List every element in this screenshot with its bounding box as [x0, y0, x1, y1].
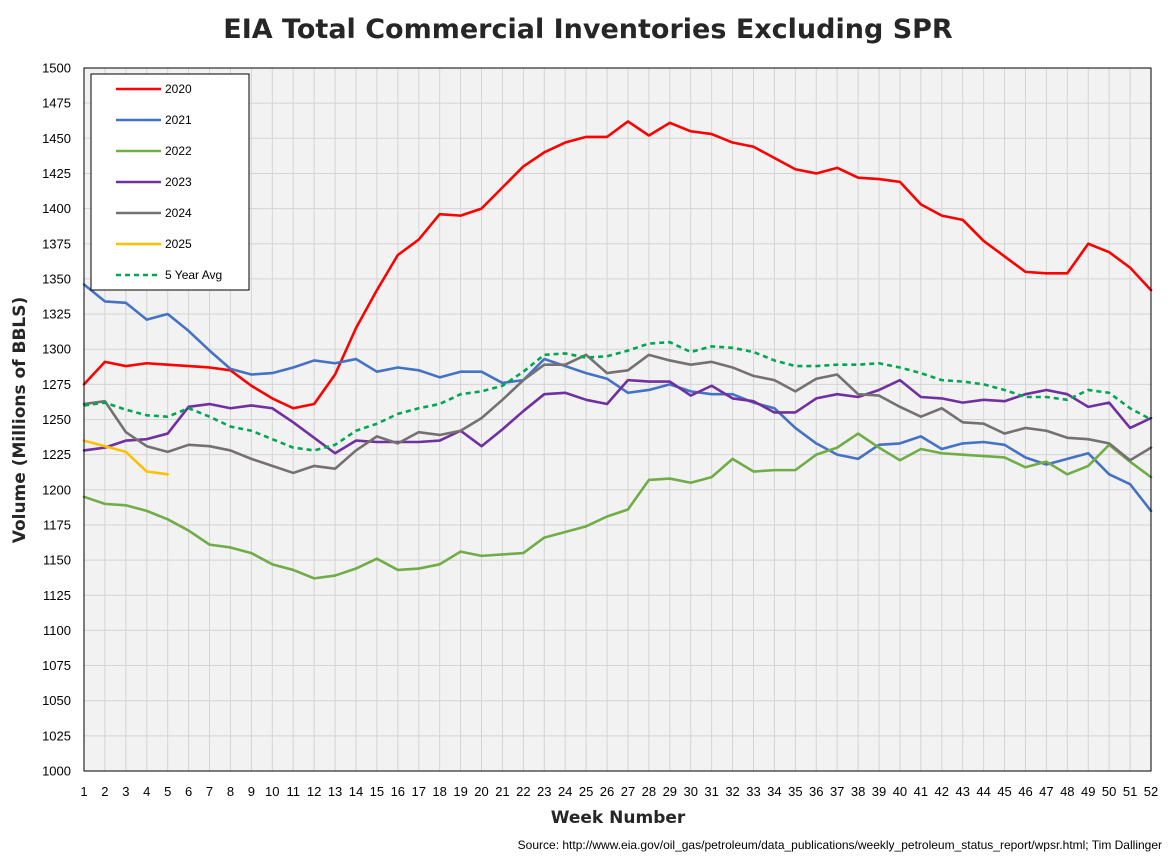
x-tick-label: 8 [227, 784, 234, 799]
x-tick-label: 6 [185, 784, 192, 799]
x-tick-label: 19 [453, 784, 467, 799]
x-tick-label: 22 [516, 784, 530, 799]
x-tick-label: 44 [976, 784, 990, 799]
y-tick-label: 1050 [42, 693, 71, 708]
series-line-2023 [82, 378, 1153, 455]
y-tick-label: 1250 [42, 412, 71, 427]
x-tick-label: 14 [349, 784, 363, 799]
chart-title: EIA Total Commercial Inventories Excludi… [223, 14, 953, 45]
x-tick-label: 41 [914, 784, 928, 799]
x-tick-label: 26 [600, 784, 614, 799]
y-tick-label: 1225 [42, 447, 71, 462]
y-tick-label: 1075 [42, 658, 71, 673]
x-tick-label: 45 [997, 784, 1011, 799]
x-tick-label: 49 [1081, 784, 1095, 799]
x-tick-label: 4 [143, 784, 150, 799]
x-axis-title: Week Number [550, 808, 686, 828]
x-tick-label: 29 [663, 784, 677, 799]
x-tick-label: 10 [265, 784, 279, 799]
y-tick-label: 1300 [42, 342, 71, 357]
x-tick-label: 48 [1060, 784, 1074, 799]
x-tick-label: 7 [206, 784, 213, 799]
y-tick-label: 1125 [43, 588, 71, 603]
y-tick-label: 1450 [42, 131, 71, 146]
y-tick-label: 1400 [42, 201, 71, 216]
legend-label: 2020 [165, 82, 192, 96]
x-tick-label: 25 [579, 784, 593, 799]
x-tick-label: 27 [621, 784, 635, 799]
y-tick-label: 1375 [42, 236, 71, 251]
x-tick-label: 15 [370, 784, 384, 799]
legend-label: 2025 [165, 237, 192, 251]
x-tick-label: 46 [1018, 784, 1032, 799]
x-tick-label: 42 [935, 784, 949, 799]
series-line-2022 [82, 432, 1153, 580]
x-tick-label: 9 [248, 784, 255, 799]
series-line-2021 [82, 283, 1153, 513]
x-tick-label: 33 [746, 784, 760, 799]
x-tick-label: 37 [830, 784, 844, 799]
series-line-2024 [82, 353, 1153, 475]
y-tick-label: 1275 [42, 377, 71, 392]
x-tick-label: 40 [893, 784, 907, 799]
x-tick-label: 1 [80, 784, 87, 799]
x-tick-label: 3 [122, 784, 129, 799]
x-tick-label: 36 [809, 784, 823, 799]
x-tick-label: 11 [286, 784, 300, 799]
y-tick-label: 1500 [42, 61, 71, 76]
x-tick-label: 21 [495, 784, 509, 799]
legend-label: 2023 [165, 175, 192, 189]
x-tick-label: 23 [537, 784, 551, 799]
x-tick-label: 32 [725, 784, 739, 799]
x-tick-label: 39 [872, 784, 886, 799]
x-tick-label: 28 [642, 784, 656, 799]
legend-label: 2024 [165, 206, 192, 220]
series-line-2025 [82, 439, 169, 476]
series-line-2020 [82, 120, 1153, 410]
x-tick-label: 18 [432, 784, 446, 799]
y-tick-label: 1100 [43, 623, 71, 638]
y-tick-label: 1025 [42, 728, 71, 743]
legend-label: 5 Year Avg [165, 268, 222, 282]
x-tick-label: 16 [391, 784, 405, 799]
x-tick-label: 38 [851, 784, 865, 799]
x-tick-label: 52 [1144, 784, 1158, 799]
x-tick-label: 34 [767, 784, 781, 799]
y-tick-label: 1425 [42, 166, 71, 181]
y-tick-label: 1350 [42, 271, 71, 286]
legend-label: 2021 [165, 113, 192, 127]
plot-border [83, 67, 1152, 772]
y-tick-label: 1200 [42, 482, 71, 497]
y-tick-label: 1475 [42, 96, 71, 111]
legend: 2020 2021 2022 2023 2024 2025 5 Year Avg [90, 73, 250, 291]
series-line-5-year-avg [83, 340, 1152, 452]
x-tick-label: 30 [683, 784, 697, 799]
x-tick-label: 47 [1039, 784, 1053, 799]
x-tick-label: 24 [558, 784, 572, 799]
y-tick-label: 1150 [43, 553, 71, 568]
source-note: Source: http://www.eia.gov/oil_gas/petro… [517, 838, 1162, 852]
y-tick-label: 1175 [43, 517, 71, 532]
x-tick-label: 5 [164, 784, 171, 799]
y-tick-label: 1325 [42, 307, 71, 322]
axis-ticks: 1000102510501075110011251150117512001225… [42, 61, 1158, 800]
x-tick-label: 2 [101, 784, 108, 799]
x-tick-label: 12 [307, 784, 321, 799]
x-tick-label: 13 [328, 784, 342, 799]
x-tick-label: 43 [955, 784, 969, 799]
x-tick-label: 17 [412, 784, 426, 799]
x-tick-label: 50 [1102, 784, 1116, 799]
legend-label: 2022 [165, 144, 192, 158]
x-tick-label: 31 [704, 784, 718, 799]
x-tick-label: 35 [788, 784, 802, 799]
series-lines [82, 120, 1153, 580]
x-tick-label: 51 [1123, 784, 1137, 799]
y-tick-label: 1000 [42, 764, 71, 779]
x-tick-label: 20 [474, 784, 488, 799]
